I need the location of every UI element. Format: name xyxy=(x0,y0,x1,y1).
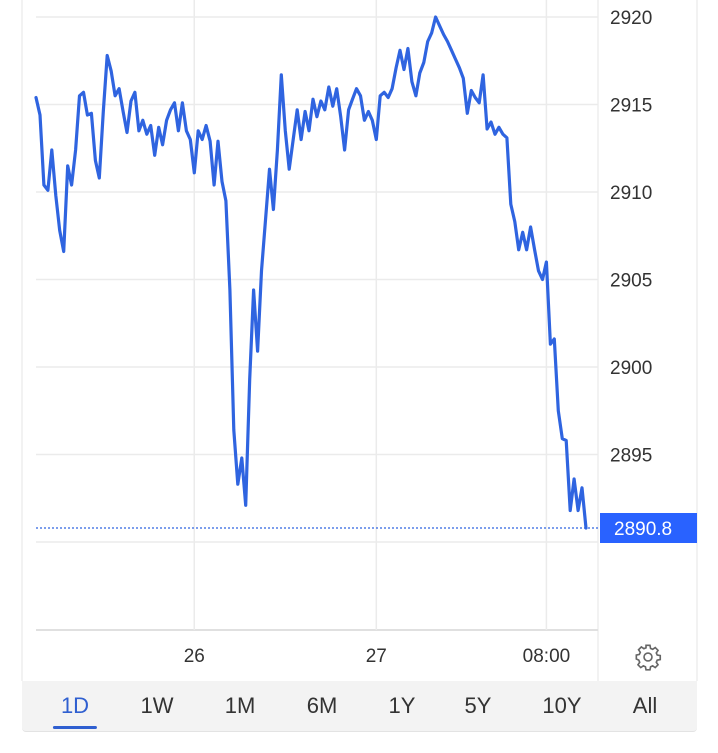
gear-icon[interactable] xyxy=(634,643,662,671)
y-tick-label: 2910 xyxy=(610,183,652,204)
tab-6m[interactable]: 6M xyxy=(306,693,338,718)
chart-grid xyxy=(21,0,698,681)
range-tabs: 1D 1W 1M 6M 1Y 5Y 10Y All xyxy=(22,681,697,732)
x-axis: 26 27 08:00 xyxy=(184,646,571,667)
tab-all[interactable]: All xyxy=(632,693,658,718)
x-tick-label: 27 xyxy=(366,646,387,667)
y-tick-label: 2905 xyxy=(610,271,652,292)
y-tick-label: 2900 xyxy=(610,358,652,379)
y-tick-label: 2895 xyxy=(610,446,652,467)
tab-5y[interactable]: 5Y xyxy=(464,693,492,718)
y-tick-label: 2915 xyxy=(610,96,652,117)
tab-10y[interactable]: 10Y xyxy=(542,693,582,718)
price-chart: 2895 2900 2905 2910 2915 2920 26 27 08:00 2890.… xyxy=(21,0,698,681)
x-tick-label: 26 xyxy=(184,646,205,667)
price-line xyxy=(34,15,588,530)
last-price-label: 2890.8 xyxy=(614,519,672,540)
tab-1y[interactable]: 1Y xyxy=(388,693,416,718)
tab-1d[interactable]: 1D xyxy=(52,681,98,731)
tab-1m[interactable]: 1M xyxy=(224,693,256,718)
y-tick-label: 2920 xyxy=(610,8,652,29)
tab-1w[interactable]: 1W xyxy=(140,693,174,718)
last-price-badge xyxy=(600,513,697,543)
x-tick-label: 08:00 xyxy=(523,646,571,667)
y-axis: 2895 2900 2905 2910 2915 2920 xyxy=(610,8,652,467)
